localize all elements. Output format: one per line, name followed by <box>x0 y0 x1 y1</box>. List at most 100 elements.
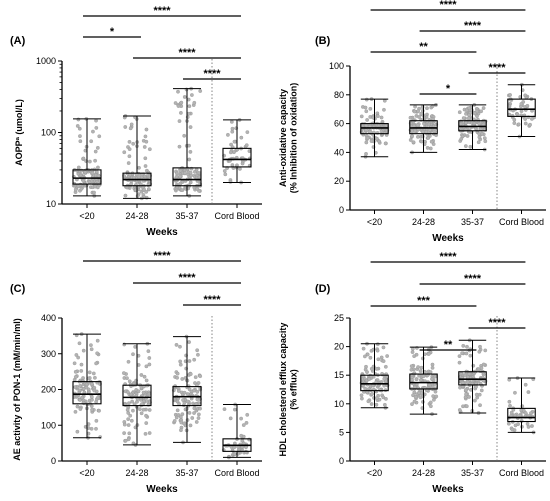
data-point <box>409 367 414 372</box>
data-point <box>374 402 379 407</box>
data-point <box>464 388 468 393</box>
data-point <box>410 402 414 406</box>
data-point <box>129 418 134 423</box>
y-axis-title-line: AE activity of PON-1 (mM/min/ml) <box>12 318 22 461</box>
data-point <box>178 344 182 349</box>
data-point <box>458 385 462 390</box>
data-point <box>369 139 374 143</box>
data-point <box>187 104 192 109</box>
data-point <box>464 392 468 397</box>
data-point <box>176 104 181 108</box>
data-point <box>427 122 431 127</box>
panel-d: (D) 0 5 10 15 20 25 <20 24-28 35-37 Cord Blood Week… <box>278 251 546 495</box>
x-tick-label: 35-37 <box>461 217 484 227</box>
data-point <box>146 349 151 354</box>
box-0 <box>71 117 102 198</box>
data-point <box>95 146 100 150</box>
data-point <box>379 122 383 127</box>
data-point <box>185 166 190 171</box>
data-point <box>409 364 414 368</box>
panel-label: (D) <box>315 283 331 295</box>
data-point <box>483 139 488 144</box>
data-point <box>418 395 423 400</box>
data-point <box>419 365 424 370</box>
data-point <box>183 171 187 176</box>
data-point <box>93 375 97 380</box>
data-point <box>466 375 470 380</box>
data-point <box>416 109 420 114</box>
data-point <box>144 378 149 383</box>
x-tick-label: 24-28 <box>412 468 435 478</box>
y-tick-label: 60 <box>334 119 344 129</box>
y-tick-label: 100 <box>41 420 56 430</box>
box-iqr <box>122 384 152 407</box>
data-point <box>92 388 97 393</box>
y-axis-title-line: (% Inhibition of oxidation) <box>289 83 299 193</box>
data-point <box>480 131 484 136</box>
data-point <box>144 421 149 425</box>
data-point <box>410 350 415 354</box>
data-point <box>197 412 201 417</box>
data-point <box>172 419 177 423</box>
data-point <box>481 362 486 367</box>
data-point <box>365 370 369 374</box>
data-point <box>457 354 462 358</box>
significance-label: **** <box>439 251 457 263</box>
data-point <box>366 399 371 404</box>
data-point <box>188 423 193 428</box>
data-point <box>368 107 373 111</box>
data-point <box>182 133 187 138</box>
data-point <box>419 378 423 382</box>
data-point <box>188 180 193 185</box>
data-point <box>173 101 178 105</box>
data-point <box>131 408 135 413</box>
data-point <box>79 369 84 373</box>
data-point <box>232 150 236 155</box>
box-0 <box>72 332 103 440</box>
data-point <box>143 431 148 436</box>
data-point <box>96 165 100 170</box>
data-point <box>144 413 148 418</box>
data-point <box>180 377 185 381</box>
y-tick-label: 100 <box>329 61 344 71</box>
data-point <box>94 418 99 423</box>
data-point <box>94 361 98 366</box>
data-point <box>131 141 136 146</box>
data-point <box>198 406 202 411</box>
data-point <box>363 354 367 359</box>
x-tick-label: 24-28 <box>125 468 148 478</box>
data-point <box>523 117 528 121</box>
data-point <box>363 128 368 133</box>
data-point <box>192 185 197 190</box>
data-point <box>381 345 386 350</box>
data-point <box>383 388 388 392</box>
box-2 <box>171 334 203 445</box>
data-point <box>359 393 364 398</box>
data-point <box>129 122 134 127</box>
data-point <box>127 431 132 436</box>
data-point <box>86 387 91 392</box>
y-axis-title-line: Anti-oxidative capacity <box>278 89 288 187</box>
data-point <box>77 126 82 131</box>
significance-label: * <box>110 26 115 38</box>
data-point <box>513 423 518 428</box>
y-axis-title: Anti-oxidative capacity(% Inhibition of … <box>278 83 298 193</box>
data-point <box>182 95 187 99</box>
data-point <box>467 113 471 117</box>
data-point <box>75 124 80 128</box>
x-tick-label: Cord Blood <box>214 468 259 478</box>
data-point <box>416 365 420 369</box>
panel-label: (B) <box>315 35 331 47</box>
data-point <box>233 407 237 412</box>
data-point <box>73 187 78 192</box>
data-point <box>93 149 98 154</box>
data-point <box>174 174 179 179</box>
data-point <box>506 421 511 426</box>
data-point <box>384 397 388 401</box>
data-point <box>188 150 193 154</box>
data-point <box>457 110 462 115</box>
data-point <box>94 426 98 431</box>
y-tick-label: 20 <box>334 176 344 186</box>
data-point <box>195 390 200 394</box>
